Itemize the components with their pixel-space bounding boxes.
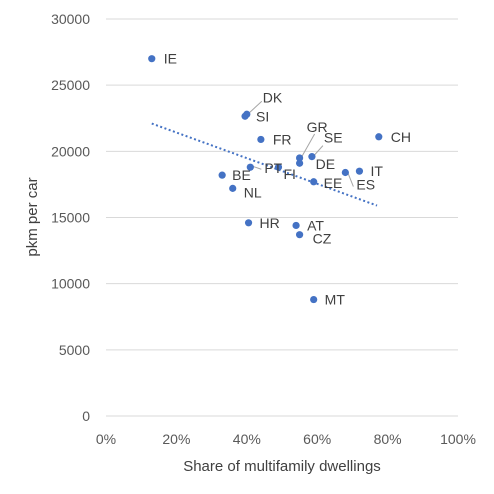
x-tick-label: 80% [374, 431, 402, 447]
data-point-ee [310, 178, 318, 186]
data-point-si [241, 112, 249, 120]
y-tick-label: 30000 [51, 11, 90, 27]
point-label-ch: CH [391, 129, 411, 145]
x-tick-label: 40% [233, 431, 261, 447]
point-label-si: SI [256, 108, 269, 124]
data-point-gr [296, 154, 304, 162]
data-point-de [296, 159, 304, 167]
point-label-gr: GR [307, 119, 328, 135]
data-point-it [355, 167, 364, 175]
leader-line [301, 133, 316, 158]
point-label-hr: HR [260, 215, 280, 231]
data-point-be [218, 171, 226, 179]
trendline [151, 122, 378, 207]
leader-line [313, 145, 324, 156]
y-tick-label: 10000 [51, 276, 90, 292]
point-label-cz: CZ [313, 231, 332, 247]
data-points [148, 55, 383, 304]
y-tick-label: 25000 [51, 77, 90, 93]
data-point-mt [310, 295, 318, 304]
x-tick-label: 60% [303, 431, 331, 447]
data-point-fi [274, 163, 283, 171]
point-label-fi: FI [283, 166, 295, 182]
x-tick-label: 100% [440, 431, 476, 447]
point-label-fr: FR [273, 131, 292, 147]
x-axis-ticks: 0% 20% 40% 60% 80% 100% [96, 431, 476, 447]
y-tick-label: 5000 [59, 342, 90, 358]
data-point-es [341, 168, 349, 177]
y-tick-label: 0 [82, 408, 90, 424]
point-label-be: BE [232, 167, 251, 183]
gridlines [106, 18, 458, 417]
data-point-ch [375, 133, 383, 141]
point-label-ie: IE [164, 51, 177, 67]
point-label-pt: PT [264, 160, 282, 176]
data-point-hr [244, 219, 253, 227]
y-tick-label: 20000 [51, 143, 90, 159]
x-tick-label: 0% [96, 431, 116, 447]
point-label-de: DE [316, 156, 335, 172]
x-axis-title: Share of multifamily dwellings [183, 458, 381, 475]
x-tick-label: 20% [162, 431, 190, 447]
data-point-cz [296, 231, 304, 239]
point-label-it: IT [370, 163, 383, 179]
point-label-at: AT [307, 217, 324, 233]
data-point-ie [148, 55, 156, 63]
y-tick-label: 15000 [51, 210, 90, 226]
point-label-ee: EE [324, 175, 343, 191]
point-label-dk: DK [263, 89, 283, 105]
data-point-nl [229, 184, 237, 192]
trendline-layer [151, 122, 378, 207]
point-label-se: SE [324, 130, 343, 146]
point-label-nl: NL [244, 184, 262, 200]
leader-line [248, 100, 263, 114]
y-axis-title: pkm per car [24, 177, 41, 256]
point-label-mt: MT [325, 292, 346, 308]
y-axis-ticks: 0 5000 10000 15000 20000 25000 30000 [51, 11, 90, 424]
data-point-fr [257, 135, 265, 144]
data-point-at [292, 221, 300, 230]
data-point-pt [246, 163, 254, 171]
data-point-se [308, 153, 316, 161]
point-label-es: ES [356, 177, 375, 193]
